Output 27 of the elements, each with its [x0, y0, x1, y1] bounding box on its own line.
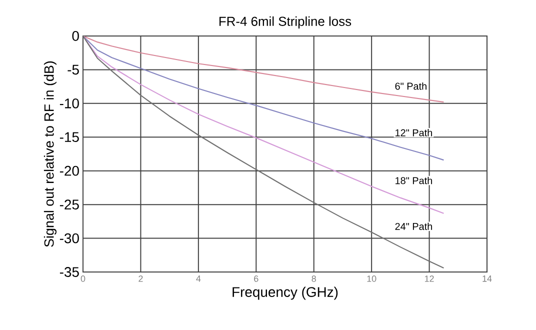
- series-label: 6" Path: [395, 82, 426, 90]
- x-tick-label: 14: [482, 276, 492, 282]
- y-tick-label: 0: [72, 31, 79, 41]
- x-tick-label: 6: [254, 276, 258, 282]
- series-label: 12" Path: [396, 128, 432, 136]
- y-axis-title: Signal out relative to RF in (dB): [44, 61, 56, 247]
- y-tick-label: -15: [60, 132, 79, 142]
- x-tick-label: 4: [196, 276, 201, 282]
- y-tick-label: -35: [60, 267, 79, 277]
- series-label: 24" Path: [395, 222, 432, 230]
- x-axis-title: Frequency (GHz): [232, 286, 338, 300]
- line-series: [83, 36, 444, 161]
- chart-title: FR-4 6mil Stripline loss: [219, 16, 352, 29]
- x-tick-label: 0: [80, 276, 86, 282]
- line-series: [83, 36, 444, 103]
- line-series: [83, 36, 444, 269]
- y-tick-label: -10: [60, 98, 79, 108]
- x-tick-label: 12: [424, 276, 434, 282]
- x-tick-label: 10: [367, 276, 376, 282]
- series-label: 18" Path: [396, 176, 432, 184]
- y-tick-label: -25: [60, 200, 79, 210]
- x-tick-label: 8: [312, 276, 316, 282]
- y-tick-label: -5: [68, 64, 79, 75]
- x-tick-label: 2: [138, 276, 143, 282]
- line-series: [83, 36, 444, 214]
- y-tick-label: -20: [60, 166, 79, 176]
- y-tick-label: -30: [60, 233, 79, 244]
